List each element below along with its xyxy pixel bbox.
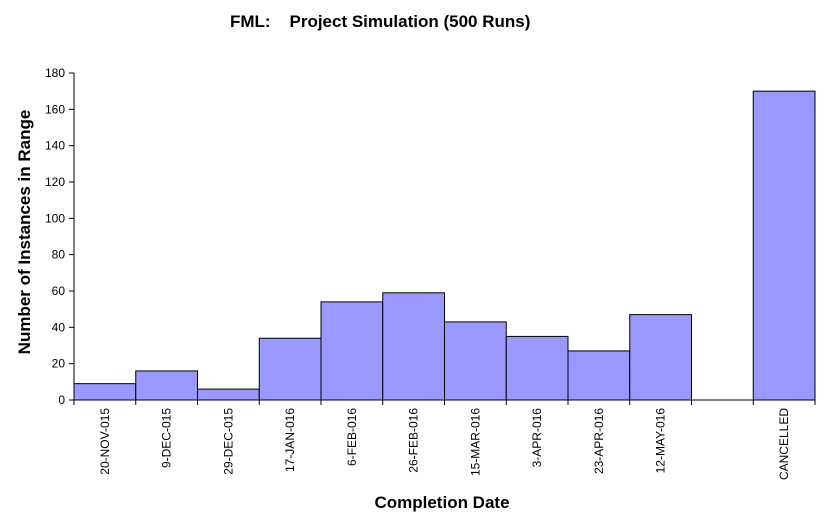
bar — [135, 370, 198, 401]
y-tick-label: 100 — [45, 211, 65, 225]
bars — [73, 90, 816, 401]
x-tick-label: 23-APR-016 — [592, 408, 606, 474]
y-tick-label: 140 — [45, 139, 65, 153]
x-tick-label: 26-FEB-016 — [407, 408, 421, 473]
y-tick-label: 80 — [52, 248, 66, 262]
x-tick-label: CANCELLED — [777, 408, 791, 480]
bar — [629, 314, 692, 401]
y-tick-label: 160 — [45, 102, 65, 116]
bar — [197, 388, 260, 401]
x-tick-label: 29-DEC-015 — [221, 408, 235, 475]
chart-title: FML: Project Simulation (500 Runs) — [230, 12, 531, 31]
bar — [320, 301, 384, 401]
y-tick-label: 180 — [45, 66, 65, 80]
y-axis-ticks: 0 20 40 60 80 100 120 140 160 180 — [45, 66, 74, 407]
bar — [382, 292, 445, 401]
x-tick-label: 9-DEC-015 — [160, 408, 174, 468]
bar — [505, 335, 569, 401]
bar — [73, 383, 137, 401]
y-tick-label: 40 — [52, 320, 66, 334]
x-tick-label: 15-MAR-016 — [468, 408, 482, 476]
y-tick-label: 120 — [45, 175, 65, 189]
bar — [752, 90, 816, 401]
x-tick-label: 17-JAN-016 — [283, 408, 297, 472]
x-tick-label: 3-APR-016 — [530, 408, 544, 468]
y-tick-label: 20 — [52, 357, 66, 371]
bar — [567, 350, 631, 401]
x-axis-labels: 20-NOV-015 9-DEC-015 29-DEC-015 17-JAN-016 6… — [73, 400, 816, 480]
bar — [444, 321, 507, 401]
x-axis-title: Completion Date — [374, 493, 509, 512]
y-tick-label: 60 — [52, 284, 66, 298]
x-tick-label: 6-FEB-016 — [345, 408, 359, 466]
y-tick-label: 0 — [58, 393, 65, 407]
bar — [258, 337, 322, 401]
x-tick-label: 20-NOV-015 — [98, 408, 112, 475]
y-axis-title: Number of Instances in Range — [15, 110, 34, 355]
x-tick-label: 12-MAY-016 — [654, 408, 668, 474]
